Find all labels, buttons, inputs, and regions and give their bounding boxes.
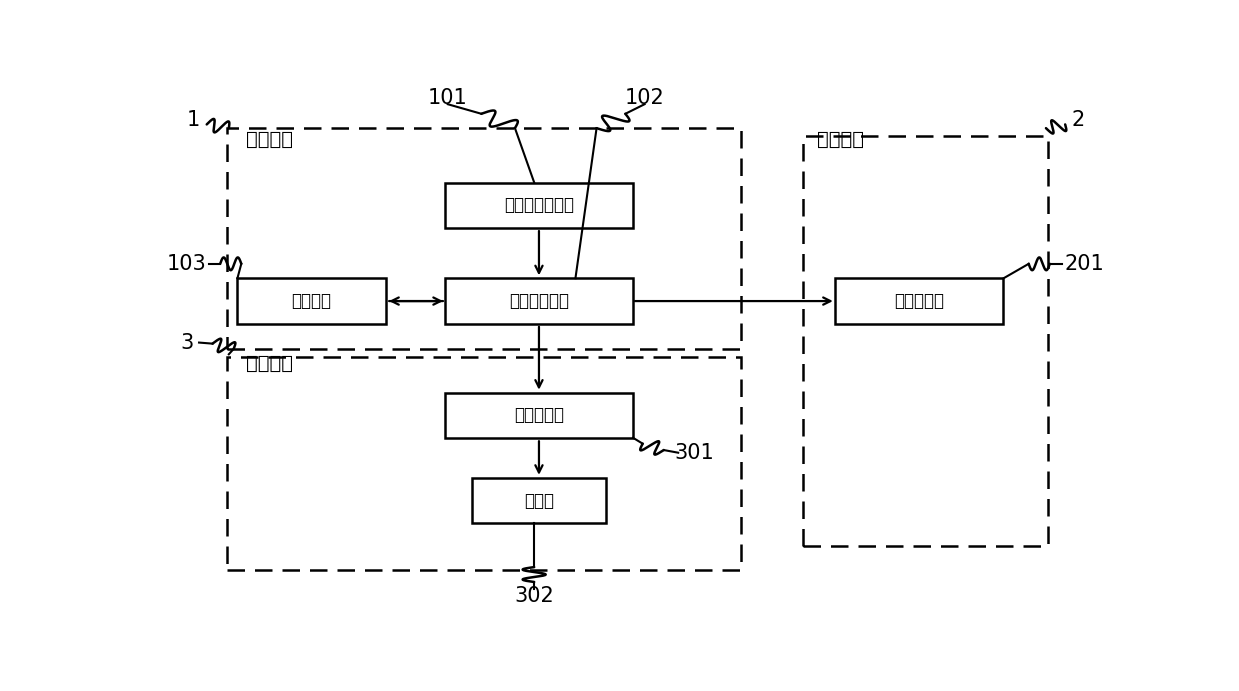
Text: 旋转编码传感器: 旋转编码传感器	[504, 196, 574, 214]
Text: 201: 201	[1064, 254, 1104, 274]
Text: 执行单元: 执行单元	[247, 354, 294, 373]
Text: 控制单元: 控制单元	[247, 131, 294, 149]
FancyBboxPatch shape	[237, 278, 385, 323]
Text: 可编程控制器: 可编程控制器	[509, 292, 569, 310]
Text: 2: 2	[1072, 110, 1085, 130]
Text: 自动涂胶器: 自动涂胶器	[895, 292, 944, 310]
Text: 涂胶单元: 涂胶单元	[818, 131, 865, 149]
FancyBboxPatch shape	[472, 478, 606, 523]
Text: 冲切刀: 冲切刀	[524, 491, 554, 509]
Text: 301: 301	[675, 443, 715, 463]
FancyBboxPatch shape	[835, 278, 1004, 323]
Text: 302: 302	[514, 587, 554, 607]
Text: 气动伸缩杆: 气动伸缩杆	[514, 406, 564, 424]
FancyBboxPatch shape	[445, 393, 633, 438]
Text: 101: 101	[427, 88, 467, 108]
Text: 3: 3	[180, 332, 193, 352]
FancyBboxPatch shape	[445, 278, 633, 323]
Text: 102: 102	[624, 88, 664, 108]
FancyBboxPatch shape	[445, 182, 633, 228]
Text: 103: 103	[167, 254, 207, 274]
Text: 1: 1	[187, 110, 199, 130]
Text: 人机界面: 人机界面	[291, 292, 331, 310]
